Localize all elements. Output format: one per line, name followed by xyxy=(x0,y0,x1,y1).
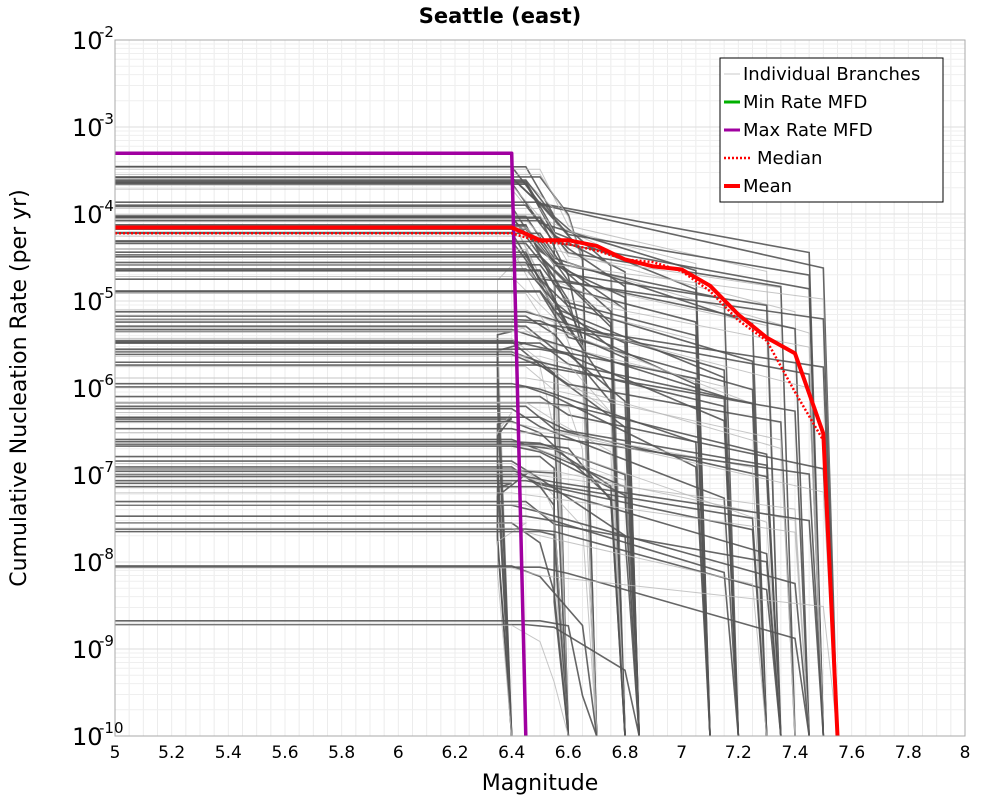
plot-frame xyxy=(114,39,966,737)
branch-line xyxy=(115,321,839,737)
y-tick-label: 10-5 xyxy=(72,284,114,316)
branch-line xyxy=(115,473,569,737)
branch-line xyxy=(115,504,810,737)
y-tick-label: 10-9 xyxy=(72,632,114,664)
x-tick-label: 7.2 xyxy=(725,743,752,763)
x-tick-label: 5.8 xyxy=(328,743,355,763)
x-tick-label: 8 xyxy=(960,743,971,763)
main-series xyxy=(115,151,840,737)
x-tick-label: 6 xyxy=(393,743,404,763)
branch-line xyxy=(115,515,740,737)
y-tick-exponent: -6 xyxy=(99,371,114,389)
branch-line xyxy=(115,479,768,737)
y-tick-base: 10 xyxy=(72,27,103,55)
y-tick-exponent: -5 xyxy=(99,284,114,302)
y-tick-label: 10-4 xyxy=(72,197,114,229)
y-tick-base: 10 xyxy=(72,723,103,751)
branch-line xyxy=(115,485,570,737)
y-tick-label: 10-6 xyxy=(72,371,114,403)
y-tick-label: 10-2 xyxy=(72,23,114,55)
branch-line xyxy=(115,232,782,737)
y-tick-label: 10-3 xyxy=(72,110,114,142)
x-tick-label: 7.6 xyxy=(838,743,865,763)
branch-line xyxy=(115,566,810,737)
branch-line xyxy=(115,469,810,737)
branch-line xyxy=(115,422,768,737)
x-tick-label: 5.2 xyxy=(158,743,185,763)
branch-line xyxy=(115,565,598,737)
legend: Individual Branches Min Rate MFD Max Rat… xyxy=(719,57,944,203)
y-tick-exponent: -8 xyxy=(99,545,114,563)
branch-line xyxy=(115,522,528,737)
branch-line xyxy=(115,407,740,737)
y-tick-label: 10-10 xyxy=(72,719,124,751)
y-tick-base: 10 xyxy=(72,549,103,577)
x-tick-label: 6.4 xyxy=(498,743,525,763)
legend-label-individual-branches: Individual Branches xyxy=(743,64,920,85)
x-tick-label: 5 xyxy=(110,743,121,763)
y-tick-exponent: -7 xyxy=(99,458,114,476)
branch-line xyxy=(115,377,796,737)
branch-line xyxy=(115,527,768,737)
branch-line xyxy=(115,624,569,737)
branch-line xyxy=(115,567,838,737)
y-tick-label: 10-8 xyxy=(72,545,114,577)
branch-line xyxy=(115,416,514,737)
x-tick-label: 7.4 xyxy=(781,743,808,763)
y-axis-ticks: 10-210-310-410-510-610-710-810-910-10 xyxy=(72,23,124,751)
branch-line xyxy=(115,528,782,737)
y-tick-exponent: -4 xyxy=(99,197,114,215)
branch-line xyxy=(115,444,782,737)
branch-line xyxy=(115,355,626,737)
y-tick-base: 10 xyxy=(72,288,103,316)
x-axis-label: Magnitude xyxy=(482,771,599,796)
y-tick-base: 10 xyxy=(72,375,103,403)
y-tick-exponent: -9 xyxy=(99,632,114,650)
branch-line xyxy=(115,482,513,737)
x-tick-label: 5.6 xyxy=(271,743,298,763)
x-tick-label: 5.4 xyxy=(215,743,242,763)
y-tick-exponent: -3 xyxy=(99,110,114,128)
branch-line xyxy=(115,364,796,737)
branch-line xyxy=(115,463,598,737)
legend-label-min-rate: Min Rate MFD xyxy=(743,92,867,113)
branch-line xyxy=(115,339,711,737)
branch-line xyxy=(115,475,825,737)
x-tick-label: 6.8 xyxy=(611,743,638,763)
branch-line xyxy=(115,530,570,737)
chart-title: Seattle (east) xyxy=(419,4,582,28)
individual-branches xyxy=(115,165,839,737)
legend-box xyxy=(719,57,944,203)
y-tick-base: 10 xyxy=(72,201,103,229)
branch-line xyxy=(115,263,598,737)
branch-line xyxy=(115,264,711,737)
x-axis-ticks: 5 5.2 5.4 5.6 5.8 6 6.2 6.4 6.6 6.8 7 7.2 7.4 7.6 7.8 8 xyxy=(110,743,971,763)
y-tick-label: 10-7 xyxy=(72,458,114,490)
x-tick-label: 6.2 xyxy=(441,743,468,763)
branch-line xyxy=(115,623,640,737)
y-tick-base: 10 xyxy=(72,114,103,142)
x-tick-label: 6.6 xyxy=(555,743,582,763)
branch-line xyxy=(115,402,598,737)
branch-line xyxy=(115,401,626,737)
branch-line xyxy=(115,492,810,737)
legend-label-max-rate: Max Rate MFD xyxy=(743,120,873,141)
x-tick-label: 7.8 xyxy=(895,743,922,763)
y-tick-exponent: -10 xyxy=(99,719,124,737)
series-line-mean xyxy=(115,225,840,737)
y-tick-base: 10 xyxy=(72,636,103,664)
branch-line xyxy=(115,309,824,737)
y-axis-label: Cumulative Nucleation Rate (per yr) xyxy=(7,189,32,587)
x-tick-label: 7 xyxy=(676,743,687,763)
branch-line xyxy=(115,620,598,737)
y-tick-exponent: -2 xyxy=(99,23,114,41)
branch-line xyxy=(115,427,825,737)
branch-line xyxy=(115,382,711,737)
y-tick-base: 10 xyxy=(72,462,103,490)
legend-label-median: Median xyxy=(757,148,822,169)
series-line-max-rate-mfd xyxy=(115,151,528,737)
legend-label-mean: Mean xyxy=(743,176,792,197)
branch-line xyxy=(115,361,570,737)
